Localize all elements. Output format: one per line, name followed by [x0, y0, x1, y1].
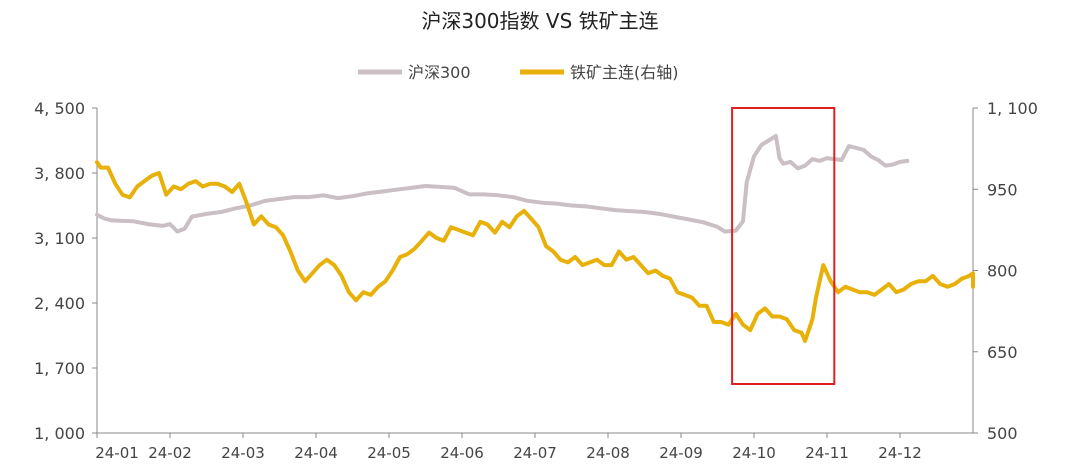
x-tick-label: 24-12: [878, 444, 922, 462]
x-tick-label: 24-11: [805, 444, 849, 462]
left-tick-label: 3, 800: [34, 164, 85, 183]
plot-area: 4, 500 3, 800 3, 100 2, 400 1, 700 1, 000 1, …: [34, 99, 1038, 462]
left-tick-label: 2, 400: [34, 294, 85, 313]
left-tick-label: 4, 500: [34, 99, 85, 118]
right-tick-label: 950: [987, 180, 1018, 199]
x-tick-label: 24-05: [367, 444, 411, 462]
x-tick-label: 24-10: [732, 444, 776, 462]
legend-label-iron-ore: 铁矿主连(右轴): [570, 63, 679, 82]
right-tick-label: 800: [987, 262, 1018, 281]
legend: 沪深300 铁矿主连(右轴): [358, 63, 679, 82]
left-tick-label: 1, 000: [34, 424, 85, 443]
right-tick-label: 1, 100: [987, 99, 1038, 118]
x-tick-label: 24-09: [659, 444, 703, 462]
x-tick-label: 24-04: [294, 444, 338, 462]
right-tick-labels: 1, 100 950 800 650 500: [973, 99, 1038, 443]
series-line-hs300: [95, 133, 910, 234]
x-tick-label: 24-07: [513, 444, 557, 462]
left-tick-labels: 4, 500 3, 800 3, 100 2, 400 1, 700 1, 000: [34, 99, 97, 443]
left-tick-label: 1, 700: [34, 359, 85, 378]
series-line-iron-ore: [95, 160, 975, 343]
x-tick-label: 24-02: [148, 444, 192, 462]
legend-label-hs300: 沪深300: [408, 63, 471, 82]
x-tick-label: 24-03: [221, 444, 265, 462]
left-tick-label: 3, 100: [34, 229, 85, 248]
x-tick-label: 24-08: [586, 444, 630, 462]
right-tick-label: 650: [987, 343, 1018, 362]
highlight-box: [731, 107, 836, 385]
x-tick-labels: 24-01 24-02 24-03 24-04 24-05 24-06 24-07 24-08…: [95, 433, 922, 462]
x-tick-label: 24-06: [440, 444, 484, 462]
x-tick-label: 24-01: [95, 444, 139, 462]
right-tick-label: 500: [987, 424, 1018, 443]
chart-title: 沪深300指数 VS 铁矿主连: [421, 9, 658, 33]
